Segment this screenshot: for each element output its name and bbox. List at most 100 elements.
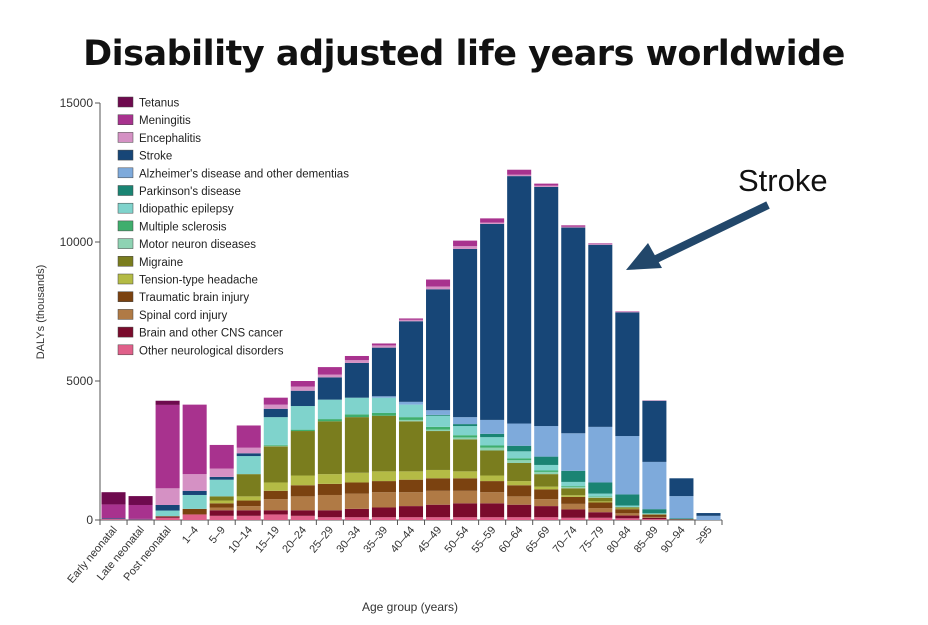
bar-segment-multiple-sclerosis bbox=[290, 429, 315, 432]
bar-segment-multiple-sclerosis bbox=[371, 412, 396, 416]
bar-segment-tension-type-headache bbox=[507, 481, 532, 486]
bar-segment-parkinson-s-disease bbox=[453, 424, 478, 427]
bar-segment-migraine bbox=[263, 446, 288, 483]
bar-segment-encephalitis bbox=[209, 468, 234, 477]
bar-segment-brain-and-other-cns-cancer bbox=[561, 509, 586, 518]
y-axis-label: DALYs (thousands) bbox=[35, 265, 47, 360]
bar-segment-tension-type-headache bbox=[290, 475, 315, 486]
legend-swatch bbox=[117, 344, 134, 356]
bar-segment-alzheimer-s-disease-and-other-dementias bbox=[615, 436, 640, 495]
bar-segment-spinal-cord-injury bbox=[588, 508, 613, 513]
bar-segment-traumatic-brain-injury bbox=[209, 503, 234, 508]
bar-segment-other-neurological-disorders bbox=[371, 517, 396, 520]
bar-segment-spinal-cord-injury bbox=[534, 499, 559, 507]
bar-segment-stroke bbox=[561, 227, 586, 434]
annotation-arrow-head bbox=[626, 243, 662, 270]
bar-segment-other-neurological-disorders bbox=[182, 514, 207, 520]
bar-segment-tension-type-headache bbox=[561, 495, 586, 497]
bar-segment-meningitis bbox=[371, 343, 396, 346]
bar-segment-meningitis bbox=[344, 355, 369, 361]
bar-segment-encephalitis bbox=[182, 474, 207, 491]
bar-segment-traumatic-brain-injury bbox=[426, 478, 451, 491]
bar-segment-migraine bbox=[209, 496, 234, 501]
bar-segment-other-neurological-disorders bbox=[534, 517, 559, 520]
legend-swatch bbox=[117, 326, 134, 338]
legend-swatch bbox=[117, 202, 134, 214]
legend-label: Alzheimer's disease and other dementias bbox=[139, 168, 349, 180]
bar-segment-traumatic-brain-injury bbox=[588, 502, 613, 509]
legend-label: Brain and other CNS cancer bbox=[139, 328, 283, 340]
bar-segment-stroke bbox=[128, 518, 153, 520]
bar-segment-parkinson-s-disease bbox=[426, 414, 451, 416]
bar-segment-tension-type-headache bbox=[426, 469, 451, 479]
bar-segment-meningitis bbox=[128, 504, 153, 519]
bar-segment-other-neurological-disorders bbox=[561, 517, 586, 520]
bar-segment-tension-type-headache bbox=[453, 471, 478, 479]
bar-segment-migraine bbox=[615, 507, 640, 509]
bar-segment-migraine bbox=[398, 421, 424, 472]
bar-segment-other-neurological-disorders bbox=[398, 517, 424, 520]
bar-segment-meningitis bbox=[263, 397, 288, 405]
bar-segment-tension-type-headache bbox=[588, 501, 613, 503]
bar-segment-encephalitis bbox=[263, 404, 288, 409]
bar-segment-tension-type-headache bbox=[236, 496, 261, 501]
bar-segment-spinal-cord-injury bbox=[426, 490, 451, 505]
legend-label: Stroke bbox=[139, 151, 172, 163]
bar-segment-traumatic-brain-injury bbox=[561, 496, 586, 504]
bar-segment-encephalitis bbox=[371, 345, 396, 348]
bar-segment-meningitis bbox=[101, 504, 126, 519]
bar-segment-parkinson-s-disease bbox=[534, 456, 559, 465]
bar-segment-spinal-cord-injury bbox=[209, 507, 234, 511]
bar-segment-motor-neuron-diseases bbox=[263, 445, 288, 447]
bar-segment-meningitis bbox=[561, 225, 586, 227]
legend-swatch bbox=[117, 167, 134, 179]
bar-segment-idiopathic-epilepsy bbox=[182, 494, 207, 509]
bar-segment-encephalitis bbox=[398, 319, 424, 322]
bar-segment-multiple-sclerosis bbox=[480, 445, 505, 448]
bar-segment-migraine bbox=[588, 497, 613, 502]
bar-segment-alzheimer-s-disease-and-other-dementias bbox=[561, 433, 586, 471]
bar-segment-parkinson-s-disease bbox=[642, 509, 667, 514]
bar-segment-other-neurological-disorders bbox=[588, 517, 613, 520]
bar-segment-meningitis bbox=[155, 404, 180, 489]
bar-segment-traumatic-brain-injury bbox=[182, 508, 207, 515]
bar-segment-other-neurological-disorders bbox=[236, 515, 261, 520]
bar-segment-idiopathic-epilepsy bbox=[344, 397, 369, 415]
legend-swatch bbox=[117, 114, 134, 125]
bar-segment-meningitis bbox=[290, 381, 315, 387]
bar-segment-other-neurological-disorders bbox=[128, 519, 153, 520]
bar-segment-stroke bbox=[507, 176, 532, 424]
bar-segment-spinal-cord-injury bbox=[642, 516, 667, 518]
legend-swatch bbox=[117, 96, 134, 108]
bar-segment-idiopathic-epilepsy bbox=[236, 456, 261, 475]
bar-segment-spinal-cord-injury bbox=[615, 513, 640, 516]
bar-segment-multiple-sclerosis bbox=[344, 414, 369, 418]
bar-segment-idiopathic-epilepsy bbox=[507, 451, 532, 459]
bar-segment-tension-type-headache bbox=[263, 482, 288, 491]
bar-segment-idiopathic-epilepsy bbox=[317, 399, 342, 420]
bar-segment-meningitis bbox=[453, 240, 478, 247]
bar-segment-meningitis bbox=[426, 279, 451, 287]
bar-segment-traumatic-brain-injury bbox=[371, 481, 396, 493]
bar-segment-traumatic-brain-injury bbox=[453, 478, 478, 491]
bar-segment-meningitis bbox=[507, 169, 532, 175]
legend-label: Tetanus bbox=[139, 98, 180, 110]
bar-segment-brain-and-other-cns-cancer bbox=[480, 503, 505, 518]
bar-segment-other-neurological-disorders bbox=[507, 517, 532, 520]
stroke-annotation: Stroke bbox=[738, 163, 828, 198]
x-tick-label: 60–64 bbox=[497, 524, 526, 555]
bar-segment-multiple-sclerosis bbox=[263, 444, 288, 446]
bar-segment-stroke bbox=[426, 289, 451, 411]
bar-segment-tension-type-headache bbox=[480, 475, 505, 482]
bar-segment-migraine bbox=[561, 488, 586, 496]
bar-segment-motor-neuron-diseases bbox=[507, 460, 532, 464]
bar-segment-migraine bbox=[344, 417, 369, 473]
bar-segment-idiopathic-epilepsy bbox=[426, 415, 451, 427]
bar-segment-brain-and-other-cns-cancer bbox=[236, 510, 261, 516]
bar-segment-traumatic-brain-injury bbox=[642, 514, 667, 517]
bar-segment-motor-neuron-diseases bbox=[426, 429, 451, 432]
bar-segment-encephalitis bbox=[534, 185, 559, 187]
bar-segment-traumatic-brain-injury bbox=[317, 483, 342, 495]
bar-segment-other-neurological-disorders bbox=[480, 517, 505, 520]
bar-segment-spinal-cord-injury bbox=[507, 496, 532, 505]
